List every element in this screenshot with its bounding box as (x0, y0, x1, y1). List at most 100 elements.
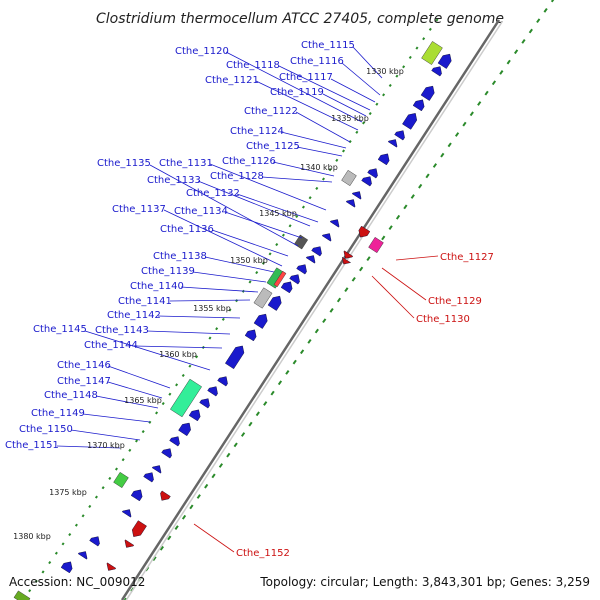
gene-label[interactable]: Cthe_1122 (244, 106, 298, 117)
tick-mark (275, 242, 279, 247)
leader-line (84, 330, 211, 371)
tick-mark (41, 570, 45, 574)
gene-label[interactable]: Cthe_1129 (428, 296, 482, 307)
forward-gene-block (394, 130, 405, 141)
gene-label[interactable]: Cthe_1152 (236, 548, 290, 559)
kbp-label: 1340 kbp (300, 163, 338, 172)
gene-label[interactable]: Cthe_1137 (112, 204, 166, 215)
tick-mark (292, 359, 297, 365)
gene-label[interactable]: Cthe_1128 (210, 171, 264, 182)
tick-mark (308, 196, 312, 200)
tick-mark (301, 205, 305, 209)
tick-mark (94, 495, 98, 499)
forward-gene-block (311, 246, 322, 257)
tick-mark (159, 545, 164, 551)
tick-mark (204, 483, 209, 489)
gene-label[interactable]: Cthe_1115 (301, 40, 355, 51)
leader-line (149, 164, 299, 247)
gene-label[interactable]: Cthe_1138 (153, 251, 207, 262)
tick-mark (491, 80, 497, 86)
pseudo-region (253, 287, 273, 309)
reverse-gene-block (106, 562, 117, 571)
forward-gene-block (420, 85, 435, 101)
gene-label[interactable]: Cthe_1134 (174, 206, 228, 217)
gene-label[interactable]: Cthe_1143 (95, 325, 149, 336)
leader-line (134, 345, 223, 349)
tick-mark (521, 39, 526, 44)
mobile-region (368, 236, 384, 254)
tick-mark (435, 18, 439, 22)
gene-label[interactable]: Cthe_1118 (226, 60, 280, 71)
leader-line (193, 523, 235, 553)
tick-mark (307, 339, 312, 344)
gene-label[interactable]: Cthe_1140 (130, 281, 184, 292)
gene-label[interactable]: Cthe_1124 (230, 126, 284, 137)
gene-label[interactable]: Cthe_1148 (44, 390, 98, 401)
tick-mark (336, 297, 342, 303)
gene-label[interactable]: Cthe_1127 (440, 252, 494, 263)
tick-mark (168, 392, 172, 396)
crispr-region (170, 378, 202, 418)
tick-mark (152, 556, 157, 561)
tick-mark (228, 308, 232, 312)
gene-label[interactable]: Cthe_1116 (290, 56, 344, 67)
gene-label[interactable]: Cthe_1120 (175, 46, 229, 57)
gene-label[interactable]: Cthe_1121 (205, 75, 259, 86)
gene-label[interactable]: Cthe_1126 (222, 156, 276, 167)
forward-gene-block (161, 448, 172, 459)
forward-gene-block (130, 489, 143, 502)
gene-label[interactable]: Cthe_1141 (118, 296, 172, 307)
gene-label[interactable]: Cthe_1149 (31, 408, 85, 419)
tick-mark (432, 163, 438, 168)
tick-mark (329, 307, 334, 313)
tick-mark (366, 256, 371, 261)
gene-label[interactable]: Cthe_1136 (160, 224, 214, 235)
gene-label[interactable]: Cthe_1130 (416, 314, 470, 325)
tick-mark (499, 70, 504, 75)
leader-line (296, 146, 343, 157)
forward-gene-block (412, 99, 425, 112)
reverse-gene-block (131, 520, 147, 537)
tick-mark (68, 532, 72, 537)
reverse-gene-block (358, 225, 371, 238)
gene-label[interactable]: Cthe_1117 (279, 72, 333, 83)
tick-mark (263, 401, 268, 406)
leader-line (236, 193, 319, 223)
gene-label[interactable]: Cthe_1119 (270, 87, 324, 98)
gene-label[interactable]: Cthe_1132 (186, 188, 240, 199)
gene-label[interactable]: Cthe_1146 (57, 360, 111, 371)
leader-line (95, 395, 159, 409)
gene-label[interactable]: Cthe_1144 (84, 340, 138, 351)
tick-mark (161, 401, 165, 406)
tick-mark (440, 152, 445, 158)
tick-mark (462, 121, 467, 127)
tick-mark (155, 411, 159, 415)
tick-mark (101, 486, 105, 490)
gene-label[interactable]: Cthe_1142 (107, 310, 161, 321)
forward-gene-block (267, 295, 282, 311)
leader-line (225, 51, 363, 123)
gene-label[interactable]: Cthe_1125 (246, 141, 300, 152)
gene-label[interactable]: Cthe_1151 (5, 440, 59, 451)
genome-backbone (120, 19, 501, 600)
forward-gene-block (351, 191, 362, 200)
tick-mark (300, 349, 305, 355)
gene-label[interactable]: Cthe_1145 (33, 324, 87, 335)
tick-mark (167, 535, 172, 541)
forward-gene-block (178, 422, 191, 437)
leader-line (395, 255, 439, 261)
gene-label[interactable]: Cthe_1150 (19, 424, 73, 435)
tick-mark (211, 473, 216, 479)
tick-mark (484, 90, 489, 96)
leader-line (295, 111, 351, 143)
tick-mark (195, 355, 199, 359)
genome-backbone-shadow (125, 21, 503, 600)
gene-label[interactable]: Cthe_1133 (147, 175, 201, 186)
forward-gene-block (77, 551, 88, 560)
gene-label[interactable]: Cthe_1131 (159, 158, 213, 169)
gene-label[interactable]: Cthe_1139 (141, 266, 195, 277)
gene-label[interactable]: Cthe_1135 (97, 158, 151, 169)
tick-mark (277, 380, 283, 386)
tick-mark (543, 7, 548, 13)
gene-label[interactable]: Cthe_1147 (57, 376, 111, 387)
